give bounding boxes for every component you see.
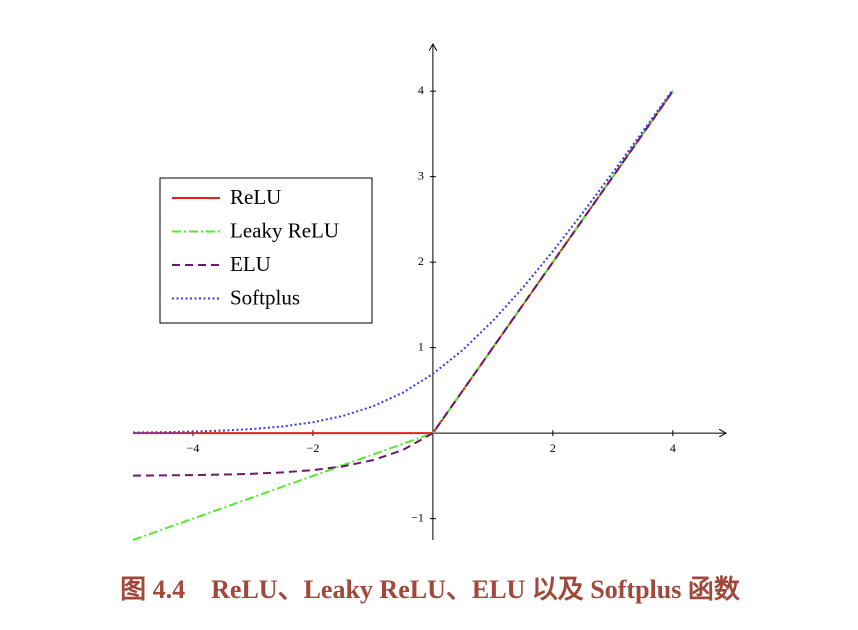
y-tick-label: 1	[418, 339, 424, 353]
y-tick-label: 4	[418, 83, 424, 97]
legend-label: ELU	[230, 252, 271, 276]
x-tick-label: −4	[187, 441, 200, 455]
caption: 图 4.4 ReLU、Leaky ReLU、ELU 以及 Softplus 函数	[120, 575, 741, 604]
x-tick-label: −2	[307, 441, 320, 455]
series-line	[132, 90, 674, 541]
y-tick-label: 3	[418, 168, 424, 182]
y-tick-label: −1	[411, 510, 424, 524]
legend-label: ReLU	[230, 185, 281, 209]
legend-label: Leaky ReLU	[230, 218, 339, 242]
x-tick-label: 2	[550, 441, 556, 455]
x-tick-label: 4	[670, 441, 676, 455]
series-line	[132, 89, 674, 434]
legend-label: Softplus	[230, 285, 300, 309]
y-tick-label: 2	[418, 254, 424, 268]
